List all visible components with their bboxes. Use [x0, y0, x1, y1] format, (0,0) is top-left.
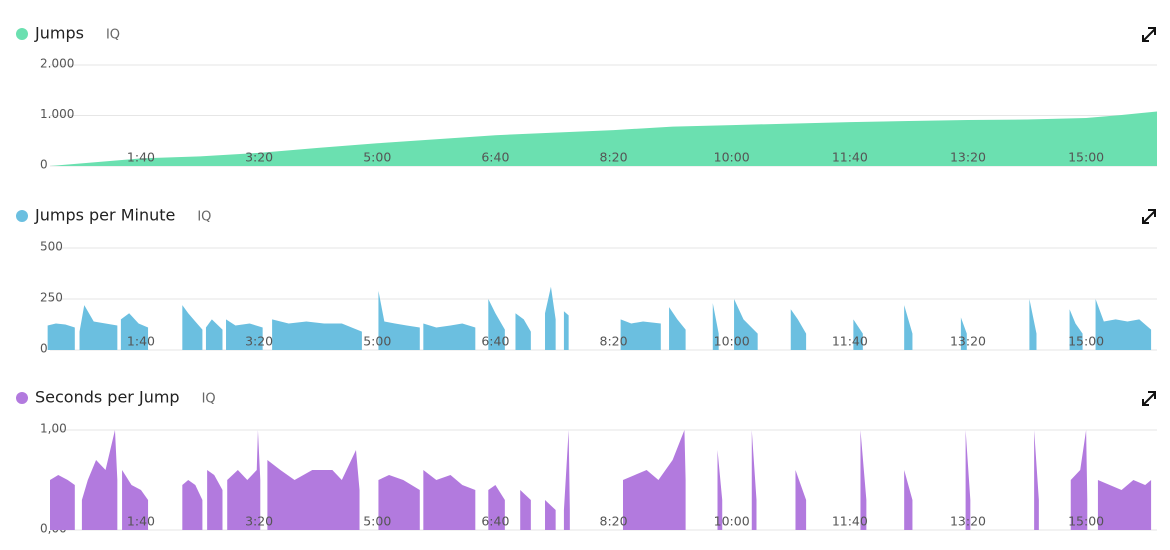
- x-tick-label: 1:40: [127, 514, 155, 529]
- x-tick-label: 5:00: [363, 514, 391, 529]
- iq-button[interactable]: IQ: [197, 210, 211, 225]
- area: [50, 430, 1152, 530]
- x-tick-label: 15:00: [1068, 334, 1104, 349]
- y-tick-label: 250: [40, 291, 63, 305]
- x-tick-label: 10:00: [714, 514, 750, 529]
- x-tick-label: 6:40: [481, 334, 509, 349]
- expand-icon[interactable]: [1142, 27, 1156, 42]
- x-tick-label: 13:20: [950, 334, 986, 349]
- x-tick-label: 11:40: [832, 334, 868, 349]
- x-tick-label: 3:20: [245, 514, 273, 529]
- x-tick-label: 15:00: [1068, 150, 1104, 165]
- y-tick-label: 0: [40, 158, 48, 172]
- legend-label: Jumps per Minute: [34, 206, 175, 225]
- area: [47, 286, 1152, 350]
- y-tick-label: 2.000: [40, 57, 74, 71]
- x-tick-label: 3:20: [245, 150, 273, 165]
- x-tick-label: 10:00: [714, 150, 750, 165]
- y-tick-label: 500: [40, 240, 63, 254]
- legend-label: Seconds per Jump: [35, 388, 180, 407]
- x-tick-label: 13:20: [950, 150, 986, 165]
- expand-icon[interactable]: [1142, 209, 1156, 224]
- y-tick-label: 1,00: [40, 422, 67, 436]
- iq-button[interactable]: IQ: [106, 28, 120, 43]
- x-tick-label: 13:20: [950, 514, 986, 529]
- x-tick-label: 11:40: [832, 150, 868, 165]
- legend-dot: [16, 28, 28, 40]
- y-tick-label: 0: [40, 342, 48, 356]
- legend-dot: [16, 392, 28, 404]
- x-tick-label: 1:40: [127, 334, 155, 349]
- x-tick-label: 15:00: [1068, 514, 1104, 529]
- area: [50, 111, 1157, 166]
- x-tick-label: 11:40: [832, 514, 868, 529]
- x-tick-label: 8:20: [600, 514, 628, 529]
- x-tick-label: 6:40: [481, 514, 509, 529]
- expand-icon[interactable]: [1142, 391, 1156, 406]
- legend-dot: [16, 210, 28, 222]
- x-tick-label: 8:20: [600, 334, 628, 349]
- x-tick-label: 1:40: [127, 150, 155, 165]
- x-tick-label: 5:00: [363, 334, 391, 349]
- x-tick-label: 3:20: [245, 334, 273, 349]
- x-tick-label: 8:20: [600, 150, 628, 165]
- x-tick-label: 6:40: [481, 150, 509, 165]
- iq-button[interactable]: IQ: [202, 392, 216, 407]
- x-tick-label: 5:00: [363, 150, 391, 165]
- y-tick-label: 1.000: [40, 107, 74, 121]
- legend-label: Jumps: [34, 24, 84, 43]
- x-tick-label: 10:00: [714, 334, 750, 349]
